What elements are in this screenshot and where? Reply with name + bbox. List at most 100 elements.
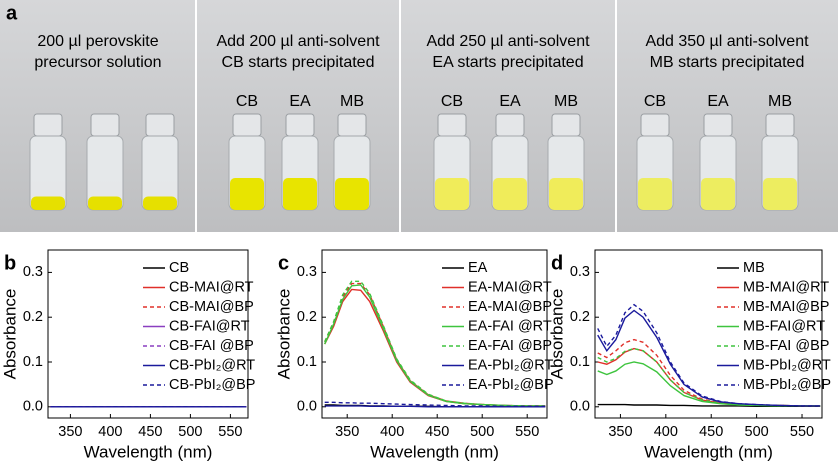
vial-liquid: [701, 178, 735, 210]
y-tick-label: 0.1: [570, 354, 590, 370]
x-tick-label: 400: [380, 424, 404, 440]
y-tick-label: 0.3: [297, 264, 317, 280]
vial-liquid: [549, 178, 583, 210]
legend-label: CB-MAI@BP: [169, 299, 254, 315]
vial-cap: [437, 113, 467, 137]
legend-label: MB-MAI@BP: [743, 299, 829, 315]
x-tick-label: 450: [699, 424, 723, 440]
legend-label: MB: [743, 260, 765, 276]
vial-label: CB: [441, 93, 463, 110]
section-caption: MB starts precipitated: [650, 54, 805, 71]
vial-liquid: [230, 178, 264, 210]
x-tick-label: 450: [138, 424, 162, 440]
y-tick-label: 0.2: [23, 309, 43, 325]
legend-label: CB-PbI₂@RT: [169, 357, 255, 373]
legend-label: EA-MAI@BP: [468, 299, 552, 315]
vial-label: MB: [554, 93, 578, 110]
vial-label: MB: [768, 93, 792, 110]
series-line: [324, 401, 546, 408]
vial-liquid: [435, 178, 469, 210]
panel-label: a: [6, 2, 18, 24]
x-axis-title: Wavelength (nm): [84, 442, 213, 461]
legend-label: MB-MAI@RT: [743, 279, 829, 295]
vial-cap: [703, 113, 733, 137]
y-tick-label: 0.2: [570, 309, 590, 325]
x-tick-label: 350: [58, 424, 82, 440]
plot-frame: [594, 249, 823, 419]
vial-cap: [232, 113, 262, 137]
legend-label: CB: [169, 260, 189, 276]
legend-label: MB-PbI₂@BP: [743, 377, 831, 393]
x-tick-label: 400: [654, 424, 678, 440]
section-caption: EA starts precipitated: [432, 54, 583, 71]
vial-liquid: [638, 178, 672, 210]
x-tick-label: 500: [745, 424, 769, 440]
legend-label: CB-PbI₂@BP: [169, 377, 255, 393]
vial-liquid: [763, 178, 797, 210]
vial-label: CB: [236, 93, 258, 110]
legend-label: MB-FAI @BP: [743, 338, 829, 354]
x-tick-label: 500: [178, 424, 202, 440]
section-caption: Add 200 µl anti-solvent: [216, 33, 380, 50]
vial-label: EA: [499, 93, 521, 110]
y-tick-label: 0.3: [23, 264, 43, 280]
legend-label: EA-FAI @RT: [468, 318, 552, 334]
section-caption: CB starts precipitated: [222, 54, 375, 71]
vial-liquid: [88, 196, 122, 210]
series-line: [597, 303, 821, 407]
vial-liquid: [493, 178, 527, 210]
section-caption: 200 µl perovskite: [37, 33, 158, 50]
vial-cap: [495, 113, 525, 137]
vial-liquid: [335, 178, 369, 210]
x-tick-label: 550: [218, 424, 242, 440]
y-tick-label: 0.0: [23, 399, 43, 415]
y-tick-label: 0.0: [297, 399, 317, 415]
photo-background: [0, 0, 838, 232]
y-axis-title: Absorbance: [274, 289, 293, 380]
vial-liquid: [31, 196, 65, 210]
legend-label: MB-FAI@RT: [743, 318, 825, 334]
y-tick-label: 0.1: [297, 354, 317, 370]
vial-label: EA: [289, 93, 311, 110]
legend-label: CB-MAI@RT: [169, 279, 254, 295]
vial-cap: [145, 113, 175, 137]
vial-label: CB: [644, 93, 666, 110]
legend-label: CB-FAI@RT: [169, 318, 250, 334]
y-axis-title: Absorbance: [547, 289, 566, 380]
y-tick-label: 0.2: [297, 309, 317, 325]
vial-liquid: [143, 196, 177, 210]
vial-cap: [33, 113, 63, 137]
vial-cap: [640, 113, 670, 137]
x-tick-label: 550: [515, 424, 539, 440]
section-caption: precursor solution: [34, 54, 161, 71]
legend-label: EA: [468, 260, 488, 276]
section-caption: Add 250 µl anti-solvent: [426, 33, 590, 50]
vial-cap: [337, 113, 367, 137]
vial-cap: [285, 113, 315, 137]
x-tick-label: 450: [425, 424, 449, 440]
vial-label: EA: [707, 93, 729, 110]
legend-label: CB-FAI @BP: [169, 338, 254, 354]
x-tick-label: 400: [98, 424, 122, 440]
x-tick-label: 500: [470, 424, 494, 440]
x-tick-label: 350: [335, 424, 359, 440]
legend-label: EA-PbI₂@BP: [468, 377, 554, 393]
x-tick-label: 550: [790, 424, 814, 440]
vial-cap: [551, 113, 581, 137]
section-caption: Add 350 µl anti-solvent: [645, 33, 809, 50]
vial-liquid: [283, 178, 317, 210]
y-tick-label: 0.1: [23, 354, 43, 370]
series-line: [597, 347, 821, 407]
vial-label: MB: [340, 93, 364, 110]
x-axis-title: Wavelength (nm): [370, 442, 499, 461]
panel-label: b: [4, 252, 16, 274]
panel-label: d: [551, 252, 563, 274]
series-line: [324, 280, 546, 407]
vial-cap: [765, 113, 795, 137]
y-axis-title: Absorbance: [0, 289, 19, 380]
legend-label: MB-PbI₂@RT: [743, 357, 831, 373]
y-tick-label: 0.3: [570, 264, 590, 280]
legend-label: EA-MAI@RT: [468, 279, 552, 295]
series-line: [597, 338, 821, 407]
x-axis-title: Wavelength (nm): [644, 442, 773, 461]
